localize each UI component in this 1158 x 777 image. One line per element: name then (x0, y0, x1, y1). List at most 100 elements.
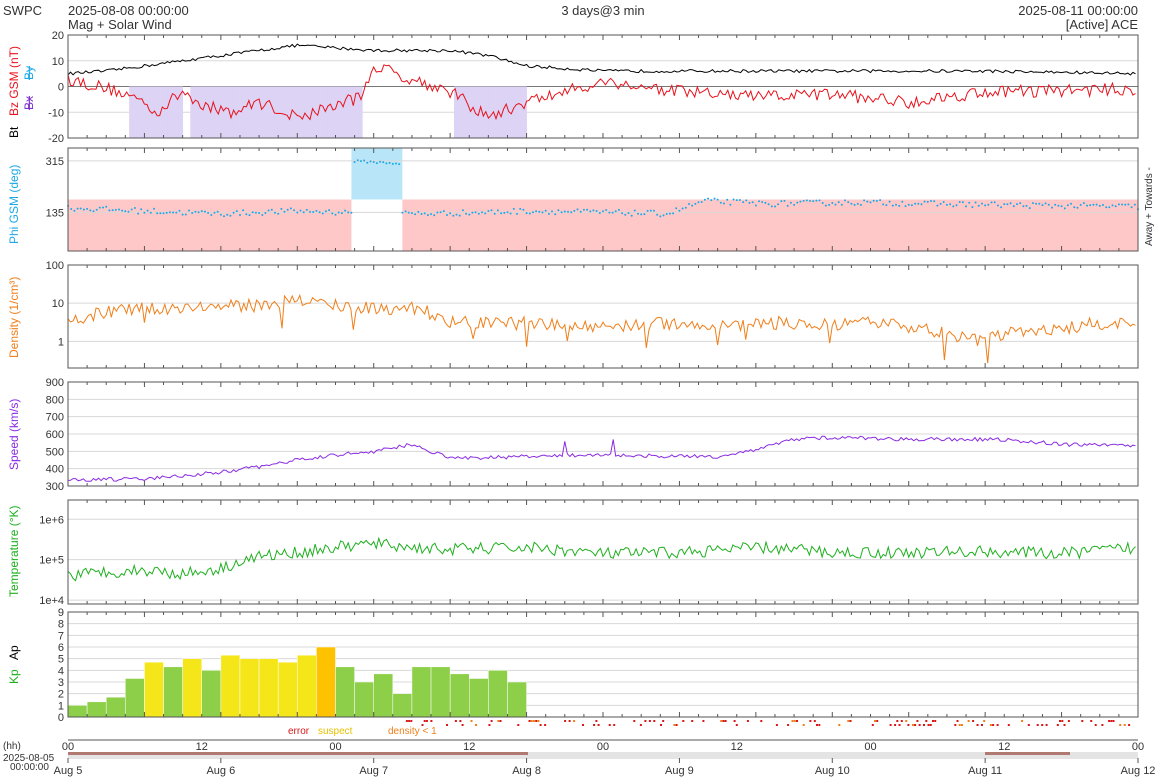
phi-point (617, 208, 620, 211)
phi-point (124, 210, 127, 213)
kp-bar (182, 658, 202, 718)
phi-point (649, 209, 652, 212)
y-tick-label: 600 (46, 429, 64, 441)
flag-mark (981, 724, 983, 726)
y-tick-label: 0 (58, 712, 64, 724)
phi-point (312, 211, 315, 213)
phi-point (895, 203, 897, 206)
kp-bar (392, 693, 413, 718)
phi-point (226, 213, 229, 216)
flag-mark (488, 724, 491, 726)
phi-point (557, 209, 560, 212)
hour-tick-label: 00 (62, 741, 74, 753)
phi-point (146, 209, 149, 212)
flag-mark (497, 720, 500, 722)
flag-mark (735, 724, 738, 726)
phi-point (799, 200, 802, 203)
phi-point (153, 207, 155, 210)
kp-bar (449, 673, 470, 718)
flag-mark (1110, 720, 1113, 722)
phi-point (461, 209, 464, 212)
flag-mark (593, 724, 596, 726)
flag-mark (809, 720, 812, 722)
phi-point (926, 200, 929, 203)
kp-bar (125, 678, 145, 718)
kp-bar (105, 696, 126, 718)
bz-negative-shade (167, 86, 172, 138)
phi-point (965, 205, 967, 208)
phi-point (239, 214, 241, 216)
phi-point (1073, 206, 1076, 209)
flag-mark (932, 720, 934, 722)
flag-mark (954, 724, 957, 726)
flag-mark (1041, 724, 1044, 726)
flag-mark (662, 720, 665, 722)
phi-point (869, 201, 872, 204)
flag-mark (983, 720, 986, 722)
phi-point (1000, 206, 1003, 209)
kp-bar (67, 705, 88, 718)
phi-point (942, 201, 945, 203)
phi-point (334, 213, 337, 216)
phi-point (172, 211, 175, 214)
phi-point (624, 213, 627, 216)
density-series (67, 293, 1136, 364)
flag-mark (499, 720, 502, 722)
y-tick-label: 6 (58, 642, 64, 654)
bz-negative-shade (132, 86, 138, 138)
y-tick-label: 8 (58, 619, 64, 631)
phi-point (305, 208, 308, 211)
phi-point (318, 211, 321, 214)
phi-point (1057, 204, 1060, 207)
flag-mark (996, 724, 999, 726)
bz-negative-shade (178, 86, 184, 138)
phi-point (723, 202, 725, 205)
phi-point (1121, 203, 1124, 206)
phi-point (605, 209, 608, 211)
panel-frame (67, 499, 1139, 605)
flag-marks (405, 720, 1131, 726)
y-tick-label: 100 (46, 260, 64, 272)
timeline-bar[interactable] (68, 752, 1138, 759)
phi-point (458, 214, 461, 217)
phi-point (958, 201, 961, 203)
phi-point (866, 200, 869, 203)
bz-negative-shade (224, 86, 229, 138)
bz-negative-shade (197, 86, 203, 138)
flag-mark (838, 724, 841, 726)
phi-point (1070, 202, 1073, 205)
phi-point (340, 212, 343, 215)
phi-point (302, 211, 305, 214)
flag-mark (927, 724, 930, 726)
phi-point (133, 207, 136, 209)
bz-negative-shade (518, 86, 524, 138)
y-tick-label: 4 (58, 665, 64, 677)
phi-point (656, 213, 659, 216)
phi-point (643, 213, 646, 216)
flag-mark (934, 720, 937, 722)
bz-negative-shade (266, 86, 271, 138)
phi-point (665, 213, 668, 215)
kp-bar (277, 661, 298, 718)
phi-point (130, 208, 133, 211)
phi-point (140, 208, 143, 211)
phi-point (653, 209, 655, 212)
bz-negative-shade (274, 86, 279, 138)
phi-point (197, 211, 200, 214)
phi-point (137, 212, 140, 215)
flag-mark (470, 720, 473, 722)
phi-point (270, 208, 273, 211)
phi-point (121, 209, 124, 212)
phi-point (627, 212, 630, 214)
phi-point (487, 210, 490, 212)
phi-point (1108, 206, 1111, 209)
flag-mark (648, 720, 651, 722)
flag-mark (425, 720, 428, 722)
bz-negative-shade (293, 86, 298, 138)
phi-point (350, 211, 353, 214)
phi-point (547, 212, 550, 215)
phi-point (108, 209, 111, 212)
flag-mark (1036, 724, 1039, 726)
flag-mark (889, 724, 892, 726)
phi-point (165, 211, 168, 214)
